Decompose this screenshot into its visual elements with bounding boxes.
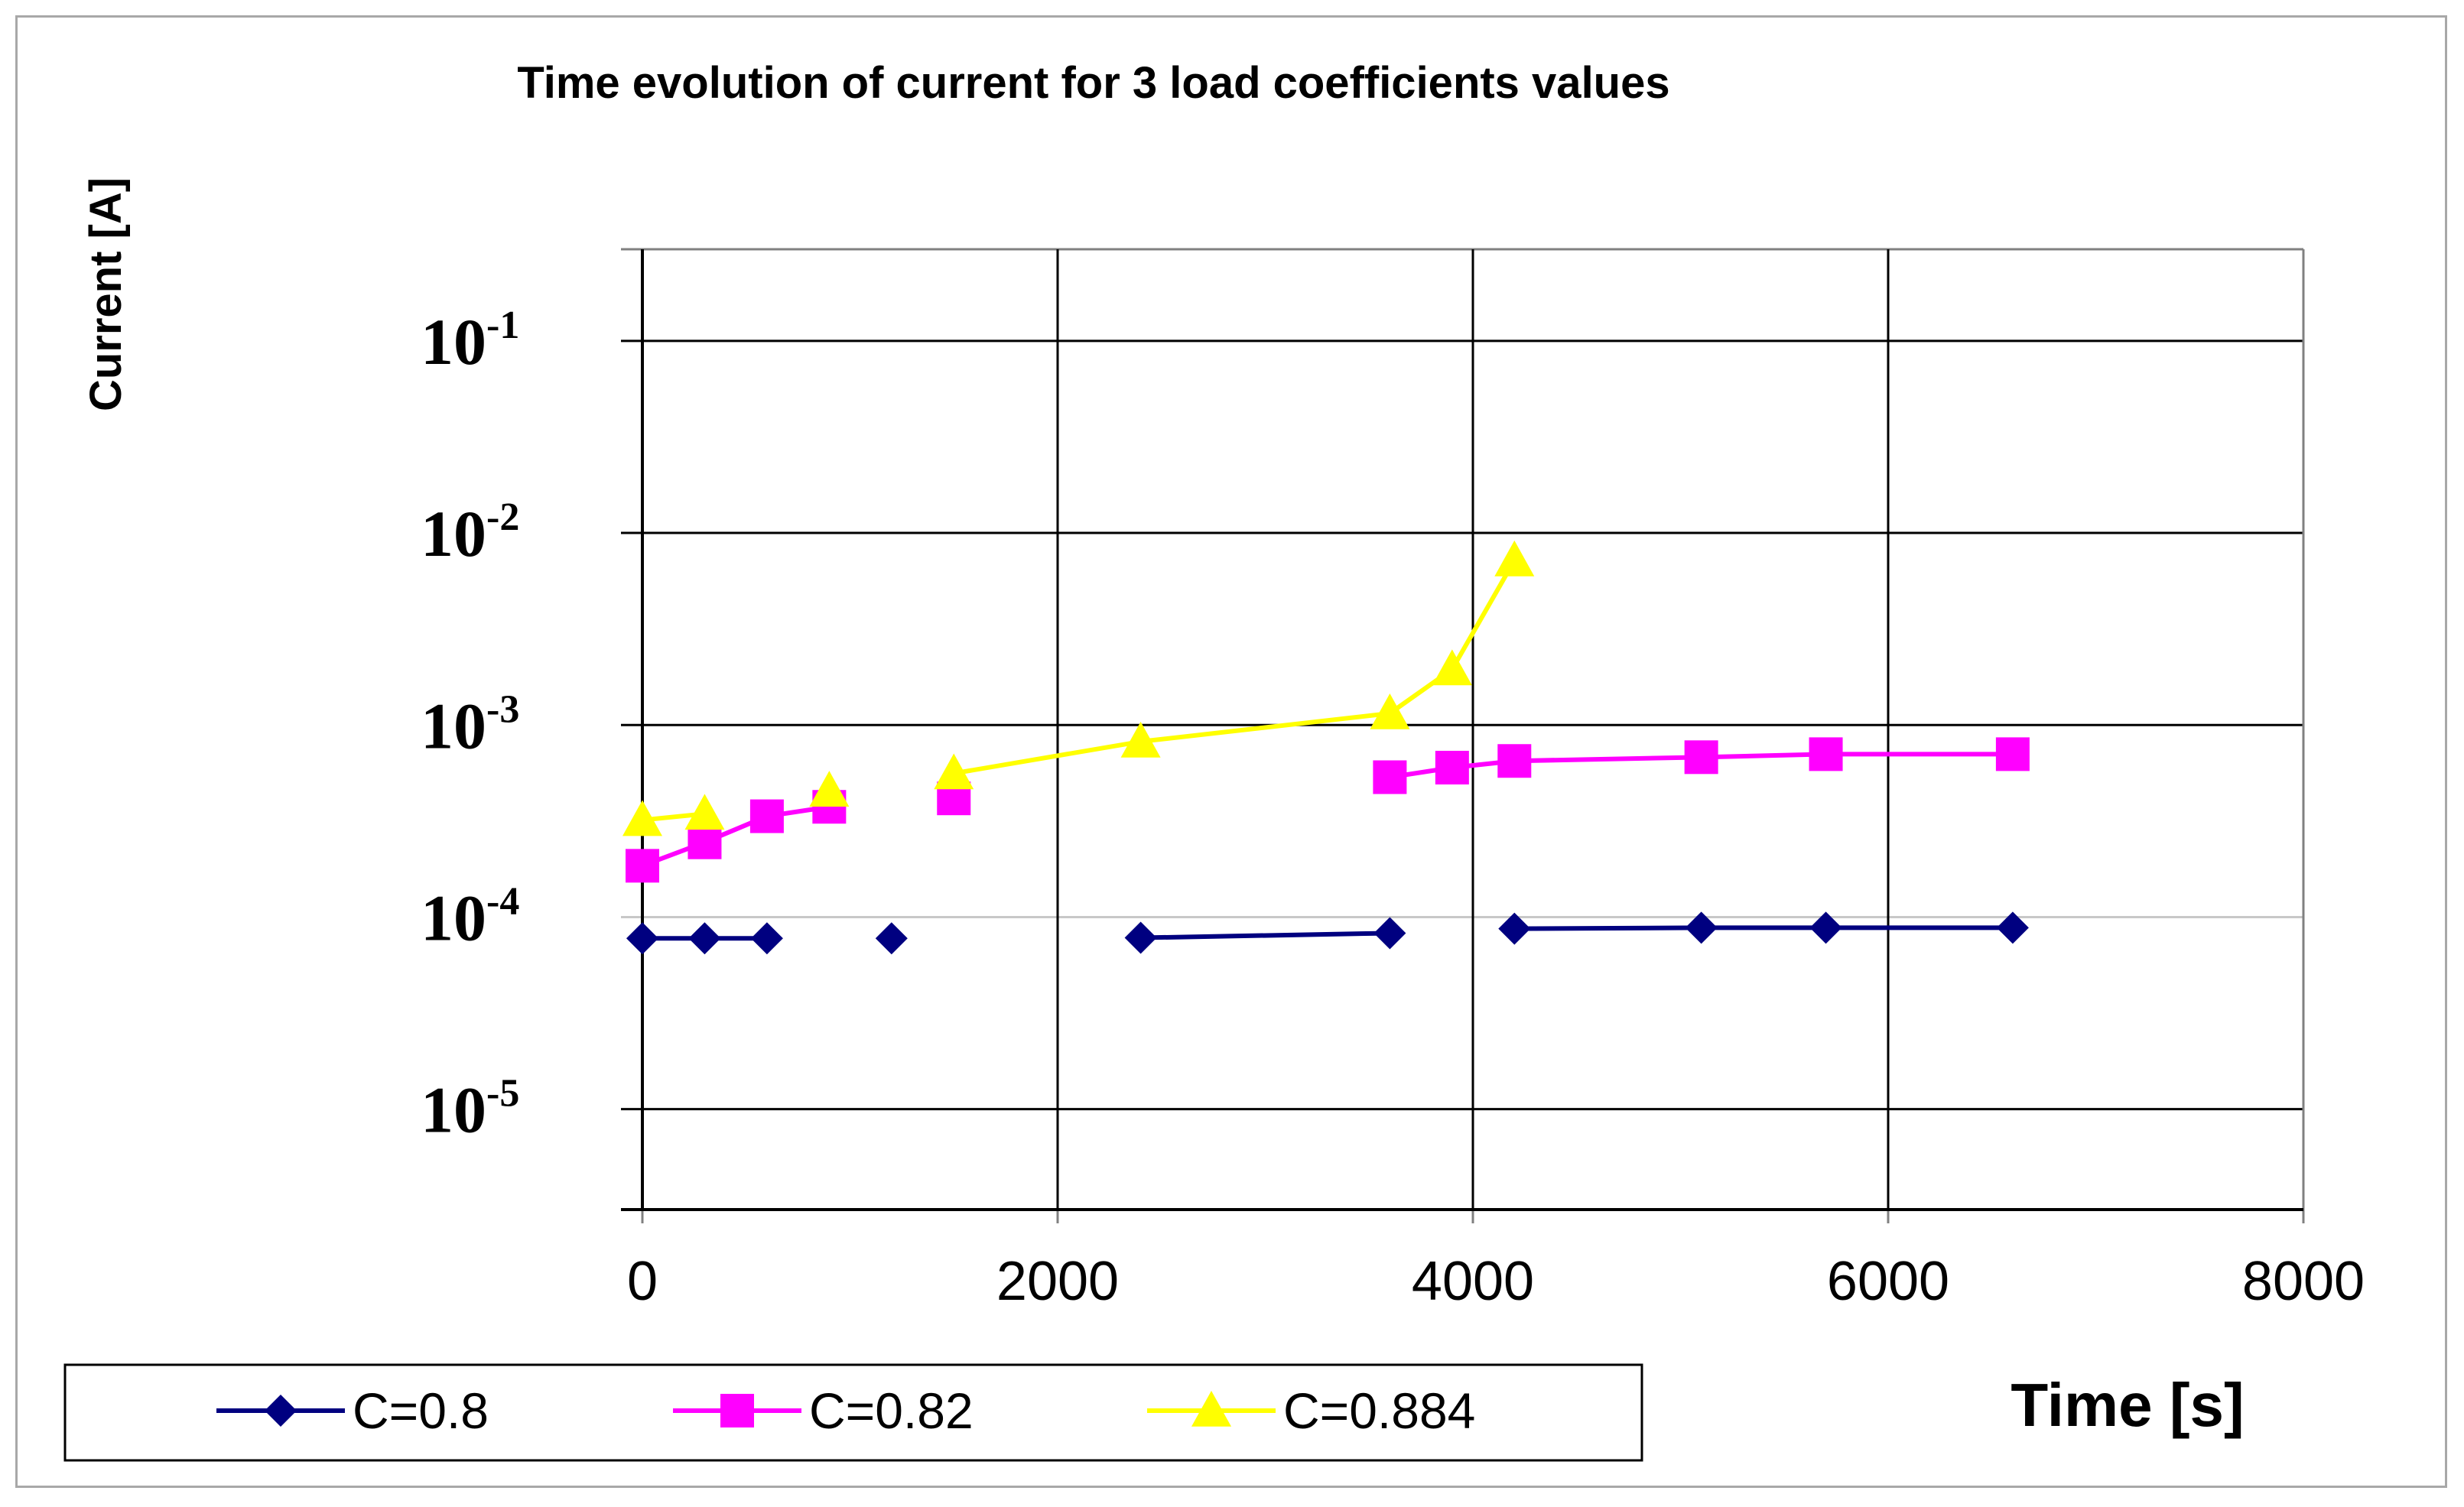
legend-label: C=0.884 <box>1283 1382 1475 1439</box>
x-tick-label: 2000 <box>996 1251 1119 1312</box>
y-tick-labels: 10-110-210-310-410-5 <box>421 304 519 1147</box>
series-line <box>1140 931 1390 940</box>
data-point <box>1124 921 1157 954</box>
y-tick-base: 10 <box>421 689 486 762</box>
data-point <box>1685 911 1718 944</box>
data-point <box>1120 721 1161 758</box>
y-tick-label: 10-3 <box>421 687 519 762</box>
legend-marker <box>265 1395 297 1427</box>
data-point <box>934 753 974 790</box>
data-point <box>626 922 658 955</box>
x-tick-label: 6000 <box>1827 1251 1949 1312</box>
chart-title: Time evolution of current for 3 load coe… <box>517 58 1669 108</box>
y-tick-exponent: -2 <box>486 495 519 539</box>
data-point <box>688 922 721 955</box>
legend-marker <box>720 1394 754 1427</box>
data-point <box>684 794 725 830</box>
series-line <box>1514 925 2013 931</box>
data-point <box>1684 740 1718 775</box>
axes <box>621 249 2305 1223</box>
y-tick-exponent: -3 <box>486 687 519 731</box>
y-tick-exponent: -1 <box>486 304 519 347</box>
data-point <box>1494 540 1535 576</box>
data-point <box>1809 911 1842 944</box>
data-point <box>1497 744 1532 778</box>
data-point <box>749 799 784 833</box>
data-point <box>1373 760 1407 794</box>
data-point <box>1373 917 1406 950</box>
data-point <box>1370 693 1410 729</box>
y-tick-base: 10 <box>421 881 486 954</box>
x-tick-label: 4000 <box>1412 1251 1534 1312</box>
y-tick-base: 10 <box>421 497 486 570</box>
y-tick-label: 10-2 <box>421 495 519 570</box>
legend-marker <box>1191 1391 1231 1427</box>
legend: C=0.8 C=0.82 C=0.884 <box>216 1382 1475 1439</box>
data-point <box>875 922 908 955</box>
data-point <box>688 825 722 859</box>
data-point <box>1995 737 2030 771</box>
data-point <box>1996 911 2029 944</box>
data-series <box>623 540 2030 955</box>
data-point <box>1432 649 1472 686</box>
y-tick-base: 10 <box>421 305 486 378</box>
data-point <box>809 771 850 807</box>
y-tick-base: 10 <box>421 1073 486 1147</box>
data-point <box>623 800 662 836</box>
data-point <box>1498 912 1531 945</box>
series-triangle <box>623 540 1535 836</box>
y-tick-label: 10-4 <box>421 879 519 954</box>
y-tick-label: 10-5 <box>421 1072 519 1147</box>
x-tick-labels: 0 2000 4000 6000 8000 <box>627 1251 2365 1312</box>
series-diamond <box>626 911 2029 955</box>
data-point <box>1809 737 1843 771</box>
data-point <box>626 849 659 883</box>
data-point <box>750 922 783 955</box>
legend-label: C=0.8 <box>353 1382 489 1439</box>
x-axis-label: Time [s] <box>2011 1371 2244 1439</box>
y-tick-label: 10-1 <box>421 304 519 378</box>
legend-label: C=0.82 <box>809 1382 974 1439</box>
x-tick-label: 8000 <box>2242 1251 2365 1312</box>
y-tick-exponent: -5 <box>486 1072 519 1116</box>
series-line <box>641 804 830 869</box>
grid-lines <box>621 248 2305 1210</box>
data-point <box>1435 750 1469 784</box>
y-axis-label: Current [A] <box>81 177 131 411</box>
x-tick-label: 0 <box>627 1251 658 1312</box>
y-tick-exponent: -4 <box>486 879 519 923</box>
